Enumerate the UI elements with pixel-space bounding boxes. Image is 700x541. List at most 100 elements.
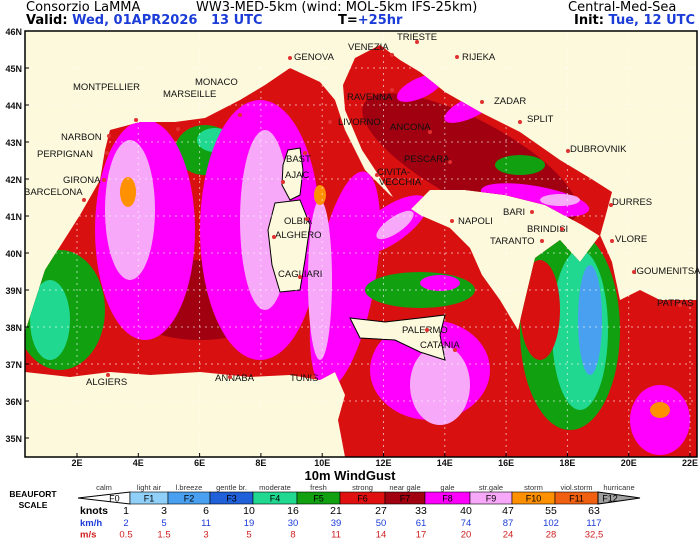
lat-tick-label: 35N [5, 434, 22, 444]
force-label: F4 [270, 494, 281, 504]
beaufort-name: hurricane [603, 483, 634, 492]
force-label: F1 [144, 494, 155, 504]
city-label: BARCELONA [24, 187, 83, 198]
city-label: MONACO [195, 77, 238, 88]
init-time: Init: Tue, 12 UTC [574, 13, 695, 28]
city-label: GENOVA [294, 52, 335, 63]
ms-value: 5 [246, 530, 251, 541]
city-marker [455, 55, 459, 59]
kmh-value: 117 [586, 518, 601, 529]
city-marker [238, 113, 242, 117]
city-marker [428, 130, 432, 134]
city-marker [610, 239, 614, 243]
valid-time: Valid: Wed, 01APR2026 13 UTC [26, 13, 263, 28]
init-value: Tue, 12 UTC [608, 13, 696, 28]
city-label: RIJEKA [462, 52, 496, 63]
kmh-value: 19 [244, 518, 255, 529]
lead-label: T= [338, 13, 358, 28]
ms-value: 17 [416, 530, 427, 541]
beaufort-name: storm [524, 483, 543, 492]
city-marker [176, 127, 180, 131]
beaufort-name: gale [440, 483, 454, 492]
city-label: BRINDISI [527, 224, 568, 235]
lat-tick-label: 46N [5, 27, 22, 37]
city-marker [453, 348, 457, 352]
city-marker [107, 134, 111, 138]
knots-value: 63 [588, 505, 600, 517]
kmh-value: 11 [201, 518, 211, 529]
city-label: IGOUMENITSA [634, 266, 700, 277]
lat-tick-label: 36N [5, 397, 22, 407]
force-label: F6 [357, 494, 368, 504]
lat-tick-label: 39N [5, 286, 22, 296]
city-label: SPLIT [527, 114, 554, 125]
city-label: OLBIA [284, 216, 313, 227]
beaufort-segment-F12 [597, 491, 641, 505]
city-marker [375, 173, 379, 177]
model-title: WW3-MED-5km (wind: MOL-5km IFS-25km) [196, 0, 478, 15]
city-label: CIVITA- [377, 167, 410, 178]
knots-value: 40 [460, 505, 472, 517]
city-marker [106, 373, 110, 377]
lat-tick-label: 42N [5, 175, 22, 185]
city-marker [566, 149, 570, 153]
init-label: Init: [574, 13, 604, 28]
city-marker [134, 118, 138, 122]
force-label: F3 [226, 494, 237, 504]
force-label: F12 [602, 494, 618, 504]
city-label: DURRES [612, 197, 652, 208]
lat-tick-label: 38N [5, 323, 22, 333]
ms-value: 3 [203, 530, 208, 541]
map-frame [24, 30, 698, 458]
region-title: Central-Med-Sea [568, 0, 677, 15]
org-title: Consorzio LaMMA [26, 0, 141, 15]
beaufort-name: str.gale [479, 483, 503, 492]
city-label: GIRONA [63, 175, 101, 186]
lon-tick-label: 16E [498, 458, 514, 468]
city-label: PERPIGNAN [37, 149, 93, 160]
beaufort-name: moderate [259, 483, 291, 492]
lon-tick-label: 4E [133, 458, 144, 468]
beaufort-name: near gale [389, 483, 420, 492]
city-label: DUBROVNIK [570, 144, 627, 155]
unit-ms: m/s [80, 530, 96, 541]
lat-tick-label: 45N [5, 64, 22, 74]
city-marker [560, 227, 564, 231]
lat-tick-label: 37N [5, 360, 22, 370]
lon-tick-label: 18E [559, 458, 575, 468]
lon-tick-label: 12E [375, 458, 391, 468]
city-label: ZADAR [494, 96, 526, 107]
beaufort-name: strong [352, 483, 373, 492]
ms-value: 14 [376, 530, 387, 541]
city-label: TARANTO [490, 236, 535, 247]
ms-value: 8 [290, 530, 295, 541]
force-label: F11 [569, 494, 584, 504]
city-label: MARSEILLE [163, 89, 216, 100]
knots-value: 16 [287, 505, 299, 517]
city-label: BARI [503, 207, 525, 218]
city-marker [448, 160, 452, 164]
valid-label: Valid: [26, 13, 68, 28]
islands [267, 147, 446, 361]
force-label: F5 [313, 494, 324, 504]
city-marker [678, 303, 682, 307]
ms-value: 28 [546, 530, 557, 541]
lead-time: T=+25hr [338, 13, 402, 28]
city-marker [530, 210, 534, 214]
city-marker [272, 235, 276, 239]
beaufort-name: viol.storm [560, 483, 592, 492]
legend-title: 10m WindGust [305, 468, 397, 483]
knots-value: 47 [502, 505, 514, 517]
city-label: ANCONA [390, 122, 431, 133]
city-marker [102, 178, 106, 182]
lon-tick-label: 20E [621, 458, 637, 468]
lon-tick-label: 6E [194, 458, 205, 468]
knots-value: 10 [243, 505, 255, 517]
city-label: ALGHERO [275, 230, 321, 241]
ms-value: 24 [503, 530, 514, 541]
city-marker [228, 375, 232, 379]
lon-tick-label: 22E [682, 458, 698, 468]
city-label: VENEZIA [348, 42, 389, 53]
kmh-value: 5 [161, 518, 166, 529]
